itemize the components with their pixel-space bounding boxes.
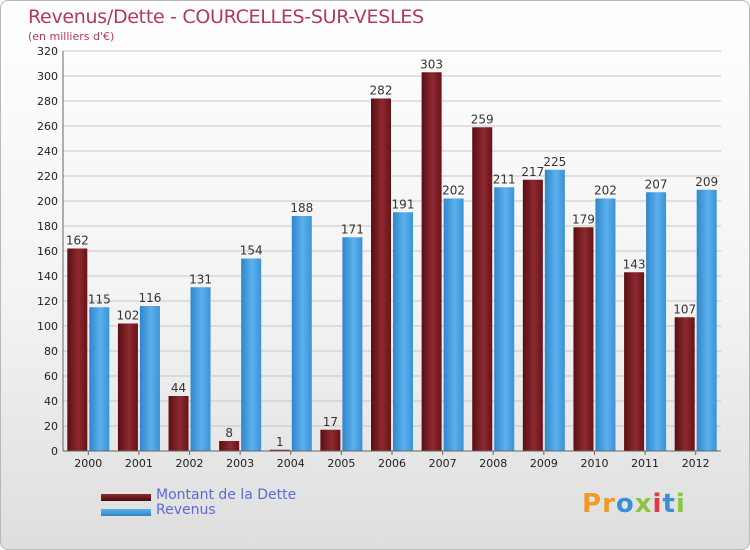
x-tick-label: 2006	[378, 457, 406, 470]
data-label-revenue: 207	[645, 177, 668, 191]
data-label-debt: 8	[225, 426, 233, 440]
x-tick-label: 2000	[74, 457, 102, 470]
data-label-debt: 1	[276, 435, 284, 449]
logo-letter: r	[602, 489, 616, 519]
logo-letter: i	[652, 489, 663, 519]
bar-debt	[219, 441, 240, 451]
bar-revenue	[696, 189, 717, 451]
bar-debt	[421, 72, 442, 451]
x-tick-label: 2005	[327, 457, 355, 470]
y-tick-label: 60	[44, 370, 58, 383]
x-tick-label: 2011	[631, 457, 659, 470]
legend-label-debt: Montant de la Dette	[156, 487, 297, 503]
y-tick-label: 100	[37, 320, 58, 333]
data-label-debt: 259	[471, 112, 494, 126]
x-tick-label: 2002	[176, 457, 204, 470]
x-tick-label: 2004	[277, 457, 305, 470]
bar-revenue	[291, 216, 312, 451]
logo-letter: o	[615, 489, 635, 519]
y-tick-label: 300	[37, 70, 58, 83]
y-tick-label: 120	[37, 295, 58, 308]
data-label-revenue: 115	[88, 292, 111, 306]
y-tick-label: 140	[37, 270, 58, 283]
y-tick-label: 0	[51, 445, 58, 458]
bar-revenue	[342, 237, 363, 451]
data-label-revenue: 202	[594, 184, 617, 198]
data-label-debt: 179	[572, 212, 595, 226]
data-label-revenue: 211	[493, 172, 516, 186]
legend-swatch-debt	[101, 494, 151, 501]
legend-label-revenue: Revenus	[156, 502, 216, 518]
chart-subtitle: (en milliers d'€)	[28, 30, 115, 43]
logo-letter: t	[662, 489, 676, 519]
data-label-revenue: 171	[341, 222, 364, 236]
data-label-revenue: 202	[442, 184, 465, 198]
bar-revenue	[494, 187, 515, 451]
bar-revenue	[241, 258, 262, 451]
data-label-revenue: 209	[695, 175, 718, 189]
data-label-debt: 217	[521, 165, 544, 179]
y-tick-label: 320	[37, 45, 58, 58]
x-tick-label: 2001	[125, 457, 153, 470]
x-tick-label: 2010	[580, 457, 608, 470]
data-label-debt: 107	[673, 302, 696, 316]
data-label-debt: 143	[623, 257, 646, 271]
x-tick-label: 2012	[682, 457, 710, 470]
bar-debt	[371, 98, 391, 451]
y-tick-label: 20	[44, 420, 58, 433]
x-tick-label: 2008	[479, 457, 507, 470]
bar-revenue	[139, 306, 160, 451]
data-label-debt: 102	[116, 309, 139, 323]
y-tick-label: 220	[37, 170, 58, 183]
logo-letter: i	[675, 489, 686, 519]
bar-debt	[573, 227, 594, 451]
data-label-debt: 303	[420, 57, 443, 71]
y-tick-label: 160	[37, 245, 58, 258]
y-tick-label: 80	[44, 345, 58, 358]
bar-debt	[168, 396, 189, 451]
bar-revenue	[89, 307, 110, 451]
data-label-revenue: 191	[392, 197, 415, 211]
data-label-debt: 17	[323, 415, 338, 429]
bar-revenue	[595, 198, 616, 451]
data-label-revenue: 116	[138, 291, 161, 305]
bar-revenue	[190, 287, 211, 451]
bar-debt	[472, 127, 493, 451]
data-label-revenue: 131	[189, 272, 212, 286]
data-label-revenue: 154	[240, 244, 263, 258]
bar-debt	[674, 317, 695, 451]
y-tick-label: 240	[37, 145, 58, 158]
data-label-debt: 162	[66, 234, 89, 248]
bar-revenue	[544, 169, 565, 451]
bar-debt	[320, 429, 341, 451]
x-tick-label: 2009	[530, 457, 558, 470]
data-label-debt: 282	[370, 84, 393, 98]
y-tick-label: 180	[37, 220, 58, 233]
logo-letter: x	[634, 489, 653, 519]
y-tick-label: 260	[37, 120, 58, 133]
chart-title: Revenus/Dette - COURCELLES-SUR-VESLES	[28, 6, 424, 28]
data-label-debt: 44	[171, 381, 186, 395]
bar-revenue	[443, 198, 464, 451]
y-tick-label: 280	[37, 95, 58, 108]
x-tick-label: 2003	[226, 457, 254, 470]
bar-debt	[117, 323, 138, 451]
bar-debt	[269, 449, 290, 451]
bar-revenue	[393, 212, 413, 451]
logo-letter: P	[582, 489, 603, 519]
y-tick-label: 40	[44, 395, 58, 408]
y-tick-label: 200	[37, 195, 58, 208]
bar-debt	[67, 248, 88, 451]
data-label-revenue: 225	[543, 155, 566, 169]
bar-debt	[522, 179, 543, 451]
legend-swatch-revenue	[101, 509, 151, 516]
x-tick-label: 2007	[429, 457, 457, 470]
bar-debt	[624, 272, 645, 451]
proxiti-logo: Proxiti	[582, 489, 686, 519]
data-label-revenue: 188	[290, 201, 313, 215]
bar-revenue	[646, 192, 667, 451]
